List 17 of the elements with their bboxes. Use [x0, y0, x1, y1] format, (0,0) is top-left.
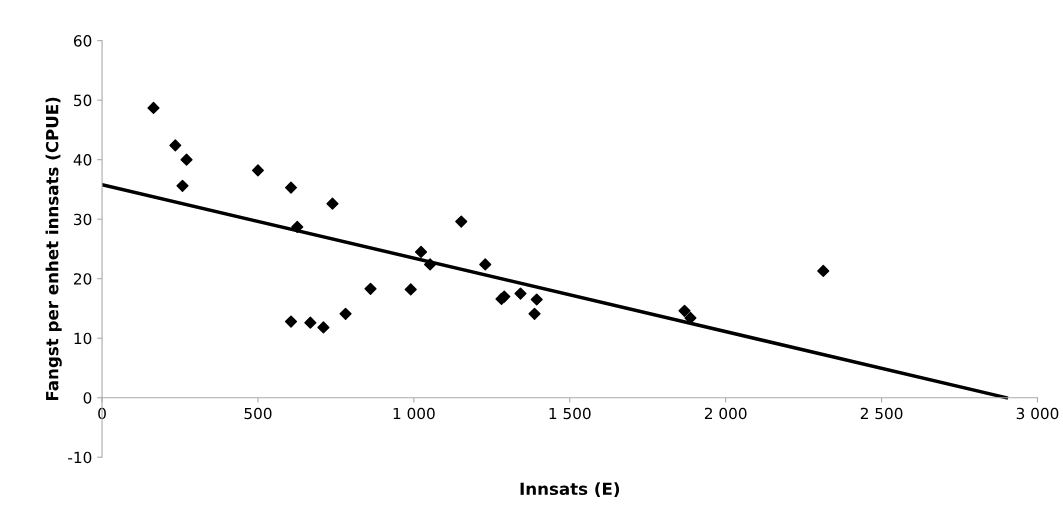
- y-tick-label: 40: [73, 154, 92, 166]
- x-tick-label: 3 000: [1016, 407, 1059, 420]
- x-tick-label: 1 000: [393, 407, 435, 420]
- x-axis-title: Innsats (E): [520, 482, 620, 498]
- y-tick-label: 60: [73, 35, 92, 47]
- y-tick-label: 50: [74, 94, 92, 107]
- x-tick-label: 2 500: [860, 407, 903, 420]
- x-tick-label: 500: [244, 407, 272, 420]
- y-tick-label: 0: [83, 392, 92, 404]
- x-tick-label: 0: [98, 407, 106, 420]
- y-tick-label: 30: [74, 213, 92, 226]
- y-axis-title: Fangst per enhet innsats (CPUE): [45, 97, 62, 401]
- x-tick-label: 1 500: [549, 407, 591, 420]
- y-tick-label: -10: [68, 451, 92, 464]
- y-tick-label: 20: [74, 273, 92, 285]
- y-tick-label: 10: [74, 332, 92, 345]
- x-tick-label: 2 000: [704, 407, 747, 420]
